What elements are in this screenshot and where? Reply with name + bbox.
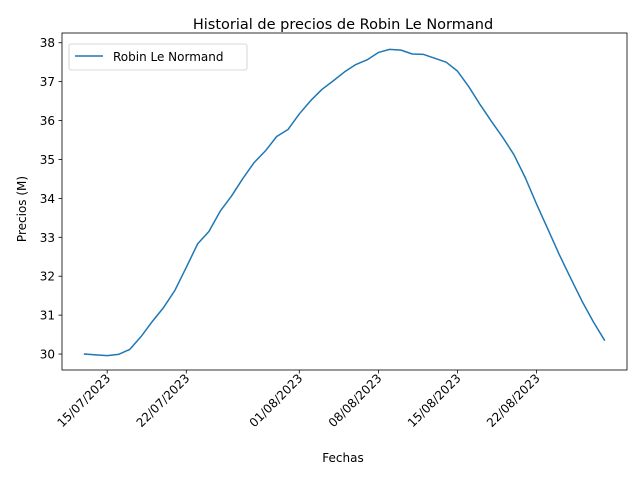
y-tick-label: 35 xyxy=(40,153,55,167)
y-axis-ticks: 30 31 32 33 34 35 36 37 38 xyxy=(40,36,62,362)
y-tick-label: 38 xyxy=(40,36,55,50)
x-axis-label: Fechas xyxy=(322,451,363,465)
chart-title: Historial de precios de Robin Le Normand xyxy=(193,17,493,33)
y-tick-label: 31 xyxy=(40,309,55,323)
legend: Robin Le Normand xyxy=(68,43,248,71)
y-tick-label: 33 xyxy=(40,231,55,245)
y-tick-label: 32 xyxy=(40,270,55,284)
y-tick-label: 36 xyxy=(40,114,55,128)
y-tick-label: 30 xyxy=(40,348,55,362)
y-axis-label: Precios (M) xyxy=(15,176,29,242)
y-tick-label: 37 xyxy=(40,75,55,89)
y-tick-label: 34 xyxy=(40,192,55,206)
plot-frame xyxy=(61,32,628,371)
plot-area xyxy=(62,33,627,370)
series-line-robin-le-normand xyxy=(83,48,606,357)
legend-box xyxy=(68,43,248,71)
legend-label: Robin Le Normand xyxy=(113,50,224,64)
